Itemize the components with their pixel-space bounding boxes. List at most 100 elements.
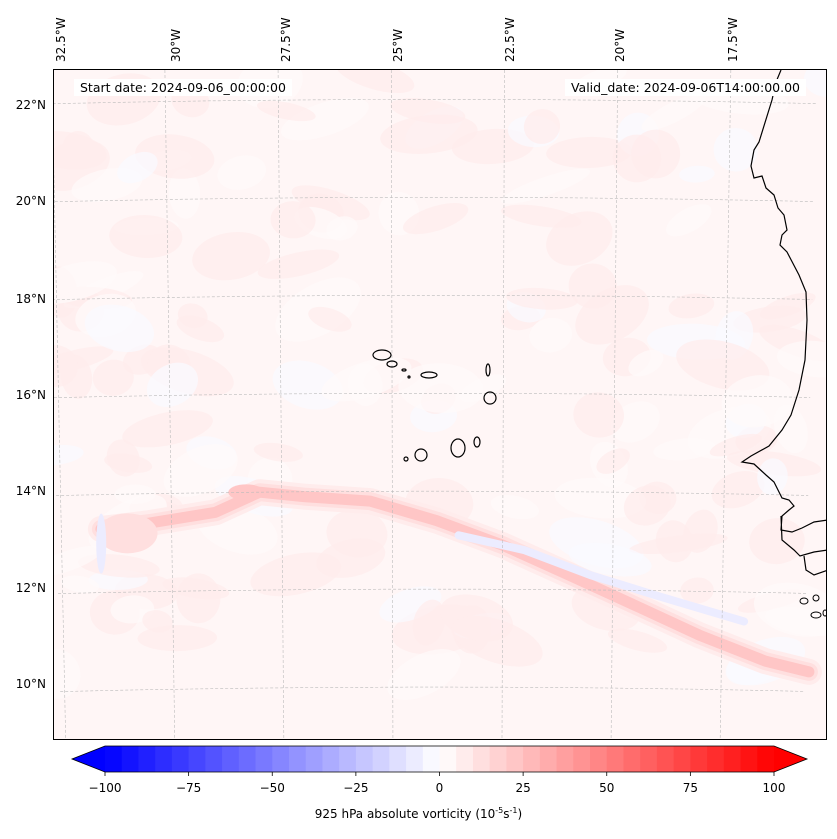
colorbar-tick-label: 50 xyxy=(599,781,615,795)
island-outline xyxy=(403,456,409,462)
meridian-line xyxy=(164,70,176,739)
vorticity-blob xyxy=(398,363,484,413)
colorbar-segment xyxy=(222,746,240,772)
colorbar-segment xyxy=(205,746,223,772)
vorticity-blob xyxy=(523,109,561,144)
latitude-tick-label: 14°N xyxy=(15,484,46,498)
vorticity-blob xyxy=(529,317,573,353)
vorticity-blob xyxy=(163,444,238,497)
colorbar-segment xyxy=(339,746,357,772)
units-s-exp: -1 xyxy=(509,806,518,815)
vorticity-blob xyxy=(451,615,543,667)
colorbar-segment xyxy=(723,746,742,772)
vorticity-blob xyxy=(380,114,478,154)
vorticity-blob xyxy=(666,204,712,237)
colorbar-segment xyxy=(656,746,675,772)
vorticity-contour xyxy=(95,486,815,678)
colorbar-segment xyxy=(590,746,608,772)
vorticity-blob xyxy=(628,349,664,377)
colorbar-segment xyxy=(121,746,139,772)
island-outline xyxy=(420,371,438,379)
island-outline xyxy=(401,368,407,372)
island-outline xyxy=(407,375,411,379)
colorbar-segment xyxy=(673,746,691,772)
colorbar-segment xyxy=(539,746,558,772)
vorticity-blob xyxy=(631,129,681,179)
colorbar-tick-label: 0 xyxy=(435,781,444,795)
vorticity-blob xyxy=(270,201,316,239)
vorticity-blob xyxy=(54,649,81,699)
map-panel: Start date: 2024-09-06_00:00:00 Valid_da… xyxy=(53,69,827,740)
colorbar-segment xyxy=(489,746,507,772)
vorticity-blob xyxy=(546,136,633,169)
valid-date-annotation: Valid_date: 2024-09-06T14:00:00.00 xyxy=(564,79,806,96)
colorbar-tick-label: 100 xyxy=(762,781,786,795)
island-outline xyxy=(414,448,428,462)
vorticity-blob xyxy=(573,392,624,438)
colorbar-segment xyxy=(372,746,390,772)
vorticity-blob xyxy=(54,444,84,466)
colorbar-segment xyxy=(188,746,206,772)
colorbar-segment xyxy=(322,746,340,772)
longitude-tick-label: 17.5°W xyxy=(726,17,740,62)
island-outline xyxy=(485,363,491,377)
vorticity-field xyxy=(54,70,826,739)
vorticity-blob xyxy=(653,437,716,461)
vorticity-blob xyxy=(412,599,446,646)
colorbar-segment xyxy=(573,746,591,772)
colorbar-tick-label: 75 xyxy=(682,781,699,795)
colorbar-segment xyxy=(138,746,156,772)
vorticity-blob xyxy=(554,477,647,519)
units-base: 10 xyxy=(480,807,496,821)
longitude-tick-label: 22.5°W xyxy=(503,17,517,62)
vorticity-blob xyxy=(403,202,469,235)
parallel-line xyxy=(54,295,813,300)
latitude-tick-label: 18°N xyxy=(15,292,46,306)
latitude-tick-label: 16°N xyxy=(15,388,46,402)
vorticity-blob xyxy=(641,93,707,131)
colorbar-variable: 925 hPa absolute vorticity xyxy=(314,807,472,821)
longitude-tick-label: 30°W xyxy=(169,28,183,62)
vorticity-blob xyxy=(257,100,316,122)
colorbar-segment xyxy=(606,746,624,772)
vorticity-blob xyxy=(97,513,158,554)
vorticity-blob xyxy=(501,168,590,204)
colorbar-segment xyxy=(740,746,758,772)
island-outline xyxy=(483,391,497,405)
vorticity-blob xyxy=(280,97,369,141)
vorticity-blob xyxy=(506,287,578,310)
meridian-line xyxy=(501,70,505,739)
colorbar-tick-label: 25 xyxy=(515,781,531,795)
colorbar-tick-label: −75 xyxy=(175,781,202,795)
vorticity-blob xyxy=(749,518,805,565)
vorticity-blob xyxy=(217,155,267,190)
colorbar-segment xyxy=(556,746,574,772)
colorbar-segment xyxy=(439,746,457,772)
meridian-line xyxy=(610,70,618,739)
vorticity-blob xyxy=(607,628,668,653)
colorbar-segment xyxy=(623,746,641,772)
start-date-annotation: Start date: 2024-09-06_00:00:00 xyxy=(74,79,292,96)
island-outline xyxy=(822,609,826,617)
island-outline xyxy=(810,611,822,619)
colorbar-segment xyxy=(472,746,491,772)
vorticity-blob xyxy=(326,216,358,241)
vorticity-blob xyxy=(142,610,173,633)
colorbar-tick-label: −50 xyxy=(259,781,285,795)
vorticity-blob xyxy=(623,485,671,526)
island-outline xyxy=(473,436,481,448)
vorticity-band-main xyxy=(87,479,822,685)
gridlines xyxy=(54,70,817,739)
vorticity-blob xyxy=(117,151,158,184)
colorbar-segment xyxy=(105,746,123,772)
island-outline xyxy=(372,349,392,361)
island-outline xyxy=(450,438,466,458)
vorticity-blob xyxy=(765,606,826,637)
vorticity-blob xyxy=(177,303,208,329)
longitude-tick-label: 27.5°W xyxy=(279,17,293,62)
latitude-tick-label: 10°N xyxy=(15,677,46,691)
colorbar-segment xyxy=(238,746,257,772)
background-noise xyxy=(54,70,826,701)
vorticity-blob xyxy=(668,293,715,319)
vorticity-blob xyxy=(501,204,582,228)
